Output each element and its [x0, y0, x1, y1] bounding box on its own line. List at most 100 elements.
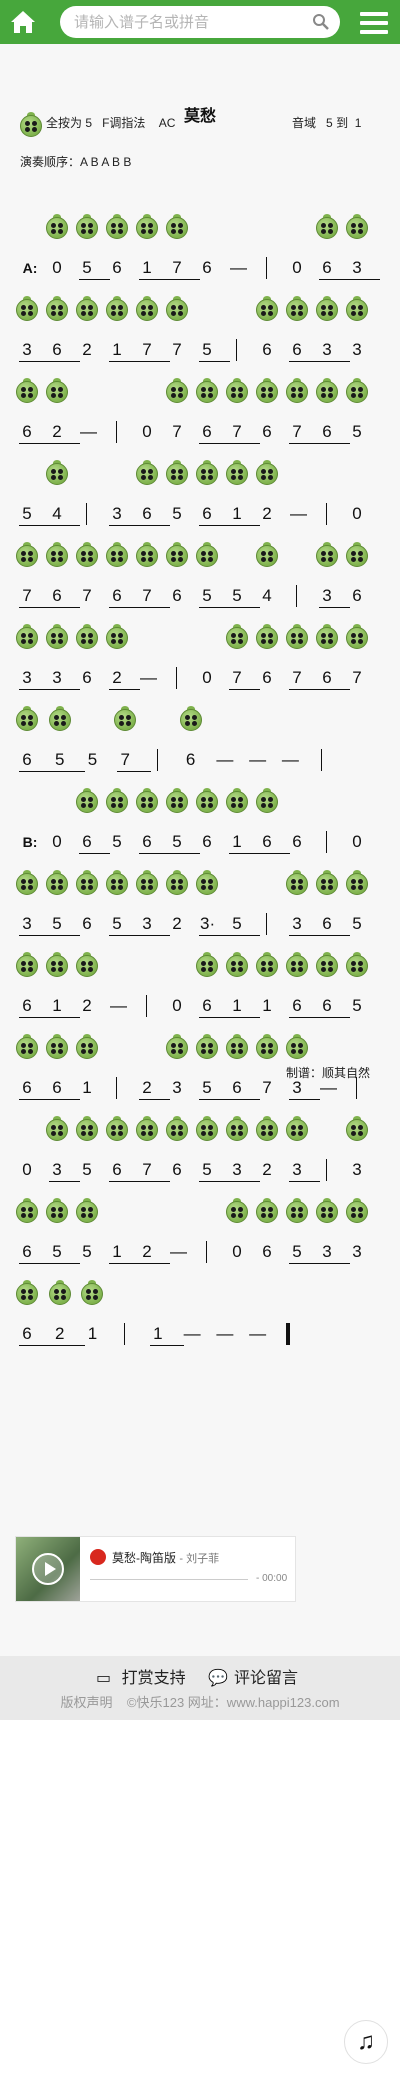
score-note: 1 [142, 258, 152, 277]
score-note: 6 [352, 586, 362, 605]
rhythm-underline [109, 525, 140, 526]
reward-link[interactable]: ▭ 打赏支持 [96, 1670, 186, 1687]
ocarina-fingering-icon [256, 296, 278, 322]
ocarina-fingering-icon [136, 296, 158, 322]
copyright-link[interactable]: 版权声明 [60, 1695, 113, 1710]
menu-icon[interactable] [360, 12, 388, 34]
ocarina-fingering-icon [256, 952, 278, 978]
ocarina-fingering-icon [46, 870, 68, 896]
search-icon[interactable] [312, 13, 330, 31]
score-note: — [80, 422, 97, 441]
ocarina-fingering-icon [76, 1198, 98, 1224]
score-note: 5 [112, 832, 122, 851]
home-icon[interactable] [8, 7, 38, 37]
score-note: 1 [87, 1324, 98, 1343]
score-note: 3 [232, 1160, 242, 1179]
ocarina-fingering-icon [256, 460, 278, 486]
rhythm-underline [199, 525, 230, 526]
bar-line [320, 749, 322, 771]
score-note: 6 [202, 258, 212, 277]
site-info: ©快乐123 网址：www.happi123.com [126, 1695, 340, 1710]
score-note: 6 [22, 1324, 32, 1343]
ocarina-fingering-icon [166, 870, 188, 896]
ocarina-fingering-icon [46, 214, 68, 240]
score-note: 7 [232, 668, 242, 687]
rhythm-underline [109, 361, 140, 362]
rhythm-underline [289, 1263, 320, 1264]
score-note: 6 [112, 258, 122, 277]
rhythm-underline [289, 1099, 320, 1100]
key-note: 5 [85, 116, 93, 130]
ocarina-icon [20, 112, 42, 138]
netease-logo-icon [90, 1549, 106, 1565]
ocarina-fingering-icon [16, 378, 38, 404]
ocarina-fingering-icon [286, 296, 308, 322]
score-note: 5 [352, 996, 362, 1015]
bar-line [176, 667, 177, 689]
ocarina-fingering-icon [16, 624, 38, 650]
score-note: 3 [52, 1160, 62, 1179]
ocarina-fingering-icon [346, 542, 368, 568]
score-note: 6 [82, 832, 92, 851]
rhythm-underline [199, 1099, 230, 1100]
score-note: — [170, 1242, 187, 1261]
score-note: 6 [52, 340, 62, 359]
search-input[interactable] [74, 6, 304, 38]
bar-line [326, 1159, 327, 1181]
rhythm-underline [199, 935, 230, 936]
rhythm-underline [139, 1099, 170, 1100]
score-note: 6 [262, 340, 272, 359]
rhythm-underline [19, 771, 53, 772]
end-bar-line [285, 1323, 290, 1345]
progress-bar[interactable] [90, 1579, 248, 1580]
score-note: 5 [172, 832, 182, 851]
ocarina-fingering-icon [166, 214, 188, 240]
ocarina-fingering-icon [256, 788, 278, 814]
top-bar [0, 0, 400, 44]
ocarina-fingering-icon [286, 870, 308, 896]
ocarina-fingering-icon [81, 1280, 104, 1306]
score-note: 6 [22, 750, 32, 769]
ocarina-fingering-icon [196, 542, 218, 568]
ocarina-fingering-icon [76, 952, 98, 978]
score-note: — [249, 750, 267, 769]
bar-line [326, 503, 327, 525]
score-note: 5 [54, 750, 65, 769]
score-note: 7 [172, 340, 182, 359]
score-note: 6 [202, 422, 212, 441]
rhythm-underline [229, 443, 260, 444]
score-note: 6 [142, 504, 152, 523]
score-note: 6 [202, 504, 212, 523]
ocarina-fingering-icon [136, 460, 158, 486]
score-note: 3 [142, 914, 152, 933]
score-note: — [216, 1324, 234, 1343]
music-note-icon[interactable]: ♫ [344, 2020, 388, 2064]
bar-line [326, 831, 327, 853]
score-note: 7 [292, 422, 302, 441]
song-name: 莫愁-陶笛版 [112, 1551, 176, 1565]
rhythm-underline [139, 1263, 170, 1264]
ocarina-fingering-icon [196, 1034, 218, 1060]
score-note: — [249, 1324, 267, 1343]
rhythm-underline [139, 607, 170, 608]
score-note: 6 [322, 668, 332, 687]
ocarina-fingering-icon [46, 460, 68, 486]
score-note: 5 [352, 914, 362, 933]
key-info: 全按为 5 F调指法 AC [46, 114, 175, 131]
play-icon[interactable] [32, 1553, 64, 1585]
ocarina-fingering-icon [16, 542, 38, 568]
rhythm-underline [319, 689, 350, 690]
section-label: B: [22, 834, 38, 850]
ocarina-fingering-icon [166, 542, 188, 568]
rhythm-underline [289, 1017, 320, 1018]
score-note: 7 [172, 258, 182, 277]
rhythm-underline [49, 443, 80, 444]
rhythm-underline [139, 525, 170, 526]
ocarina-fingering-icon [346, 952, 368, 978]
music-player: 莫愁-陶笛版 - 刘子菲 - 00:00 [15, 1536, 296, 1602]
comment-link[interactable]: 💬 评论留言 [208, 1670, 298, 1687]
score-note: 5 [82, 1242, 92, 1261]
ocarina-fingering-icon [256, 624, 278, 650]
score-note: 3 [322, 1242, 332, 1261]
ocarina-fingering-icon [76, 870, 98, 896]
